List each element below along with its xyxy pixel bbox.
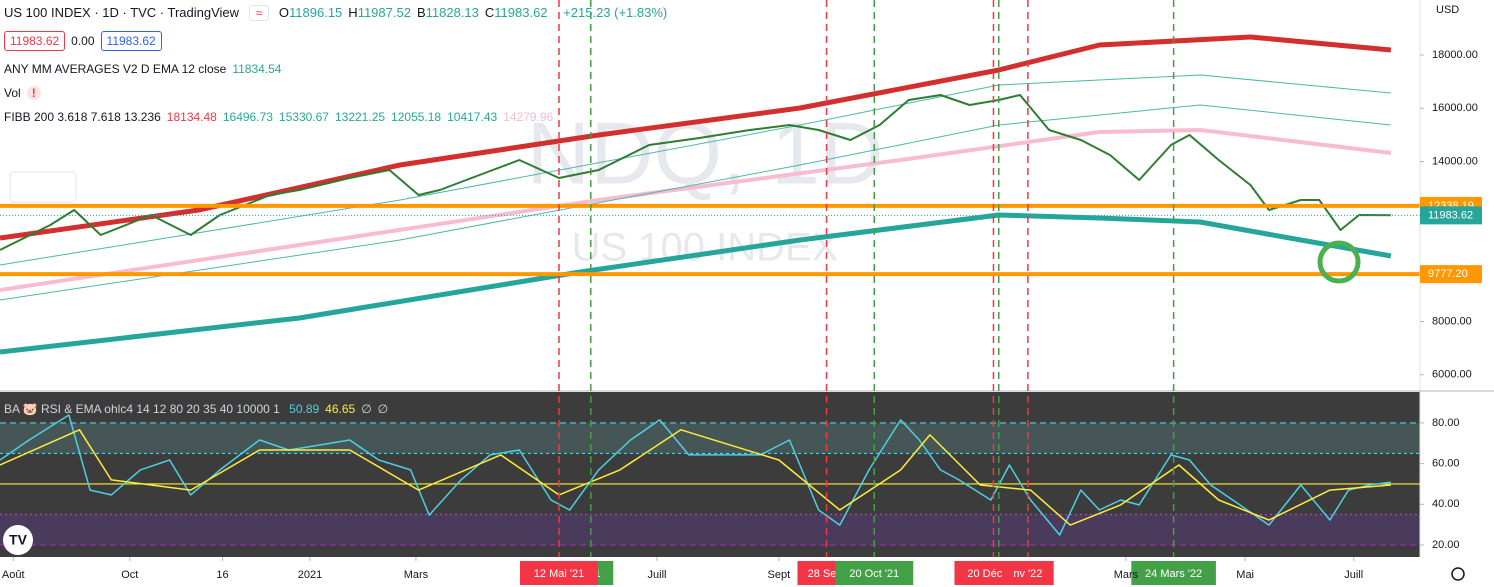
x-tick-label: Mars [404,569,429,581]
series-line [0,94,1391,251]
marker-label-bg [519,561,598,585]
logo-bg[interactable] [3,525,33,555]
x-tick-label: Juill [1344,569,1363,581]
rsi-title[interactable]: BA 🐷 RSI & EMA ohlc4 14 12 80 20 35 40 1… [4,402,280,416]
indicator-value: 13221.25 [334,110,386,124]
marker-label-bg [1131,561,1216,585]
marker-label: 24 Mars '22 [1145,568,1202,580]
x-tick-label: 16 [216,569,228,581]
marker-label-bg [1002,561,1054,585]
price-label: 9777.20 [1428,268,1468,280]
ohlc-key: O [278,5,290,20]
indicator-name: ANY MM AVERAGES V2 D EMA 12 close [4,62,227,76]
drawing-toolbar[interactable] [9,171,77,203]
y-tick-label: 40.00 [1432,498,1460,510]
y-tick-label: 80.00 [1432,417,1460,429]
x-tick-label: Sept [768,569,791,581]
indicator-value: 12055.18 [391,110,442,124]
ohlc-key: B [416,5,426,20]
alert-icon: ! [26,86,41,100]
price-boxes: 11983.62 0.00 11983.62 [4,31,168,51]
price-label-bg [1420,206,1482,225]
indicator-value: 16496.73 [222,110,273,124]
marker-label: 12 Mai '21 [534,568,584,580]
x-tick-label: Mai [1236,569,1254,581]
rsi-values: 50.89 46.65 ∅ ∅ [289,402,394,416]
indicator-value: 18134.48 [166,110,217,124]
indicator-value: 10417.43 [447,110,498,124]
price-label-bg [1420,265,1482,284]
marker-label: nv '22 [1013,568,1042,580]
price-box: 11983.62 [100,31,162,51]
indicator-row: ANY MM AVERAGES V2 D EMA 12 close 11834.5… [4,62,287,76]
y-tick-label: 16000.00 [1432,102,1478,114]
time-axis-bg [0,557,1494,587]
series-line [0,74,1391,266]
y-tick-label: 6000.00 [1432,369,1472,381]
settings-icon[interactable] [1451,567,1465,581]
currency[interactable]: USD [1436,4,1459,16]
y-tick-label: 60.00 [1432,458,1460,470]
symbol[interactable]: US 100 INDEX · 1D · TVC · TradingView [4,5,240,20]
x-tick-label: 2021 [298,569,322,581]
price-panel [0,34,1420,355]
rsi-value: 50.89 [289,402,320,416]
symbol-row: US 100 INDEX · 1D · TVC · TradingView ≈ … [4,5,673,21]
watermark-sub: US 100 INDEX [572,226,839,270]
ohlc-key: H [348,5,358,20]
ohlc-value: 11828.13 [425,5,479,20]
price-box: 0.00 [71,34,95,48]
compare-button[interactable]: ≈ [248,5,270,21]
rsi-legend: BA 🐷 RSI & EMA ohlc4 14 12 80 20 35 40 1… [4,402,400,416]
rsi-value: ∅ [377,402,389,416]
y-tick-label: 18000.00 [1432,49,1478,61]
x-tick-label: Août [2,569,25,581]
ohlc-value: 11983.62 [494,5,548,20]
indicator-value: 11834.54 [232,62,282,76]
series-line [0,429,1391,526]
indicator-row: FIBB 200 3.618 7.618 13.236 18134.48 16496… [4,110,559,124]
rsi-value: 46.65 [325,402,356,416]
y-tick-label: 14000.00 [1432,156,1478,168]
indicator-row: Vol! [4,86,47,100]
x-tick-label: Mars [1114,569,1139,581]
ohlc-value: 11896.15 [289,5,343,20]
ohlc-key: C [484,5,495,20]
series-line [0,104,1391,301]
rsi-value: ∅ [361,402,372,416]
indicator-name: FIBB 200 3.618 7.618 13.236 [4,110,161,124]
logo[interactable]: TV [9,532,28,548]
ohlc: O11896.15 H11987.52 B11828.13 C11983.62 [279,5,554,20]
price-box: 11983.62 [4,31,66,51]
x-tick-label: Juill [648,569,667,581]
y-tick-label: 8000.00 [1432,315,1472,327]
indicator-name: Vol [4,86,21,100]
x-tick-label: Oct [121,569,138,581]
change: +215.23 (+1.83%) [563,5,668,20]
marker-label: 20 Oct '21 [849,568,899,580]
axes: 6000.00 8000.00 14000.00 16000.00 18000.00 12… [2,49,1482,581]
marker-label-bg [835,561,914,585]
indicator-value: 15330.67 [278,110,329,124]
ohlc-value: 11987.52 [357,5,411,20]
series-line [0,34,1392,241]
y-tick-label: 20.00 [1432,539,1460,551]
annotation-circle [1317,240,1361,284]
rsi-panel [0,414,1420,546]
series-line [0,128,1392,292]
indicator-value: 14279.96 [503,110,554,124]
band [0,514,1420,545]
price-label: 11983.62 [1428,209,1473,221]
series-line [0,212,1392,355]
